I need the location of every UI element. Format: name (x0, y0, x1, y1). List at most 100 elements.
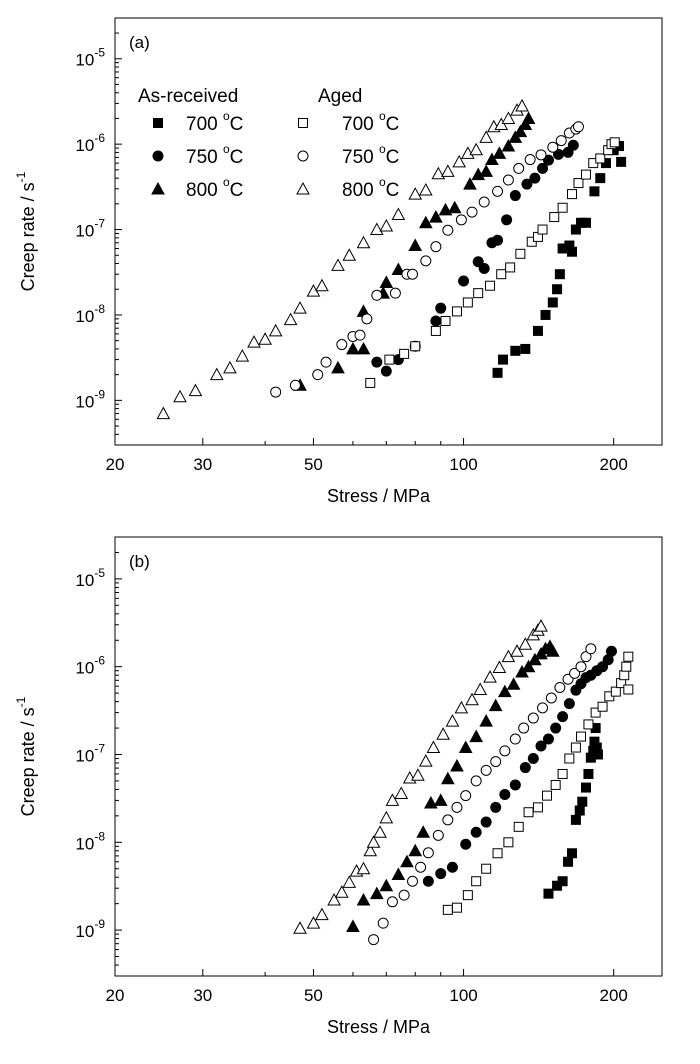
data-point (585, 643, 597, 655)
data-point (407, 268, 419, 280)
data-point (422, 847, 434, 859)
data-point (619, 670, 630, 681)
data-point (518, 722, 530, 734)
data-point (465, 692, 479, 706)
data-point (450, 758, 464, 772)
data-point (518, 637, 533, 650)
legend-marker-aged (296, 181, 310, 195)
data-point (557, 768, 568, 779)
panel-label: (a) (129, 33, 150, 52)
data-point (492, 146, 507, 159)
data-point (592, 749, 603, 760)
data-point (366, 835, 381, 848)
data-point (485, 152, 499, 166)
data-point (445, 714, 460, 727)
data-point (268, 323, 283, 337)
series-aged-800 (156, 98, 529, 420)
legend-label-aged: 800 oC (342, 175, 399, 201)
data-point (188, 383, 203, 397)
data-point (356, 892, 371, 906)
y-tick-label: 10-7 (75, 741, 105, 765)
data-point (492, 185, 504, 197)
data-point (156, 406, 171, 420)
data-point (410, 341, 421, 352)
data-point (315, 278, 329, 292)
x-tick-label: 30 (193, 986, 212, 1005)
data-point (523, 807, 534, 818)
data-point (436, 727, 450, 740)
data-point (418, 183, 433, 196)
data-point (478, 196, 490, 208)
data-point (509, 733, 521, 745)
data-point (173, 389, 187, 403)
data-point (442, 224, 454, 236)
legend-header-aged: Aged (318, 86, 362, 107)
x-tick-label: 50 (304, 986, 323, 1005)
data-point (379, 810, 394, 824)
data-point (545, 692, 557, 704)
data-point (567, 246, 578, 257)
data-point (527, 712, 539, 724)
data-point (567, 848, 578, 859)
panel-b-chart: 20 30 50 100 200 10-9 10-8 10-7 10-6 10-5 Stress /… (14, 536, 663, 1037)
series-aged-750 (270, 121, 584, 398)
data-point (399, 348, 410, 359)
data-point (501, 111, 516, 124)
data-point (368, 934, 380, 946)
series-as-received-750 (422, 645, 617, 887)
data-point (557, 202, 568, 213)
data-point (583, 768, 594, 779)
data-point (595, 153, 606, 164)
data-point (386, 896, 398, 908)
legend-marker-aged (297, 150, 309, 162)
x-tick-label: 20 (106, 986, 125, 1005)
legend-label-aged: 750 oC (342, 142, 399, 168)
data-point (430, 241, 442, 253)
data-point (451, 902, 462, 913)
data-point (451, 306, 462, 317)
data-point (432, 829, 444, 841)
data-point (547, 297, 558, 308)
data-point (458, 275, 470, 287)
data-point (356, 341, 371, 355)
data-point (478, 262, 490, 274)
data-point (346, 341, 360, 355)
x-axis-label: Stress / MPa (327, 486, 431, 506)
data-point (420, 255, 432, 267)
y-tick-label: 10-9 (75, 917, 105, 941)
series-as-received-750 (371, 139, 579, 377)
data-point (447, 200, 462, 214)
data-point (520, 343, 531, 354)
data-point (462, 297, 473, 308)
data-point (573, 178, 584, 189)
data-point (521, 659, 536, 673)
data-point (209, 367, 224, 381)
data-point (501, 214, 513, 226)
data-point (354, 329, 366, 341)
data-point (521, 178, 533, 190)
data-point (505, 262, 516, 273)
legend-header-as-received: As-received (138, 86, 238, 107)
data-point (315, 907, 329, 921)
data-point (479, 164, 494, 177)
data-point (416, 825, 431, 838)
y-tick-label: 10-8 (75, 829, 105, 853)
data-point (496, 269, 507, 280)
x-tick-label: 30 (193, 455, 212, 474)
data-point (621, 661, 632, 672)
data-point (492, 660, 507, 673)
data-point (451, 801, 463, 813)
data-point (458, 740, 473, 754)
data-point (510, 644, 524, 657)
data-point (623, 684, 634, 695)
data-point (506, 677, 521, 690)
data-point (535, 149, 547, 161)
data-point (623, 651, 634, 662)
legend-label-aged: 700 oC (342, 109, 399, 135)
data-point (488, 698, 503, 712)
legend-marker-as-received (151, 181, 165, 195)
data-point (430, 315, 442, 327)
data-point (595, 173, 606, 184)
x-tick-label: 50 (304, 455, 323, 474)
